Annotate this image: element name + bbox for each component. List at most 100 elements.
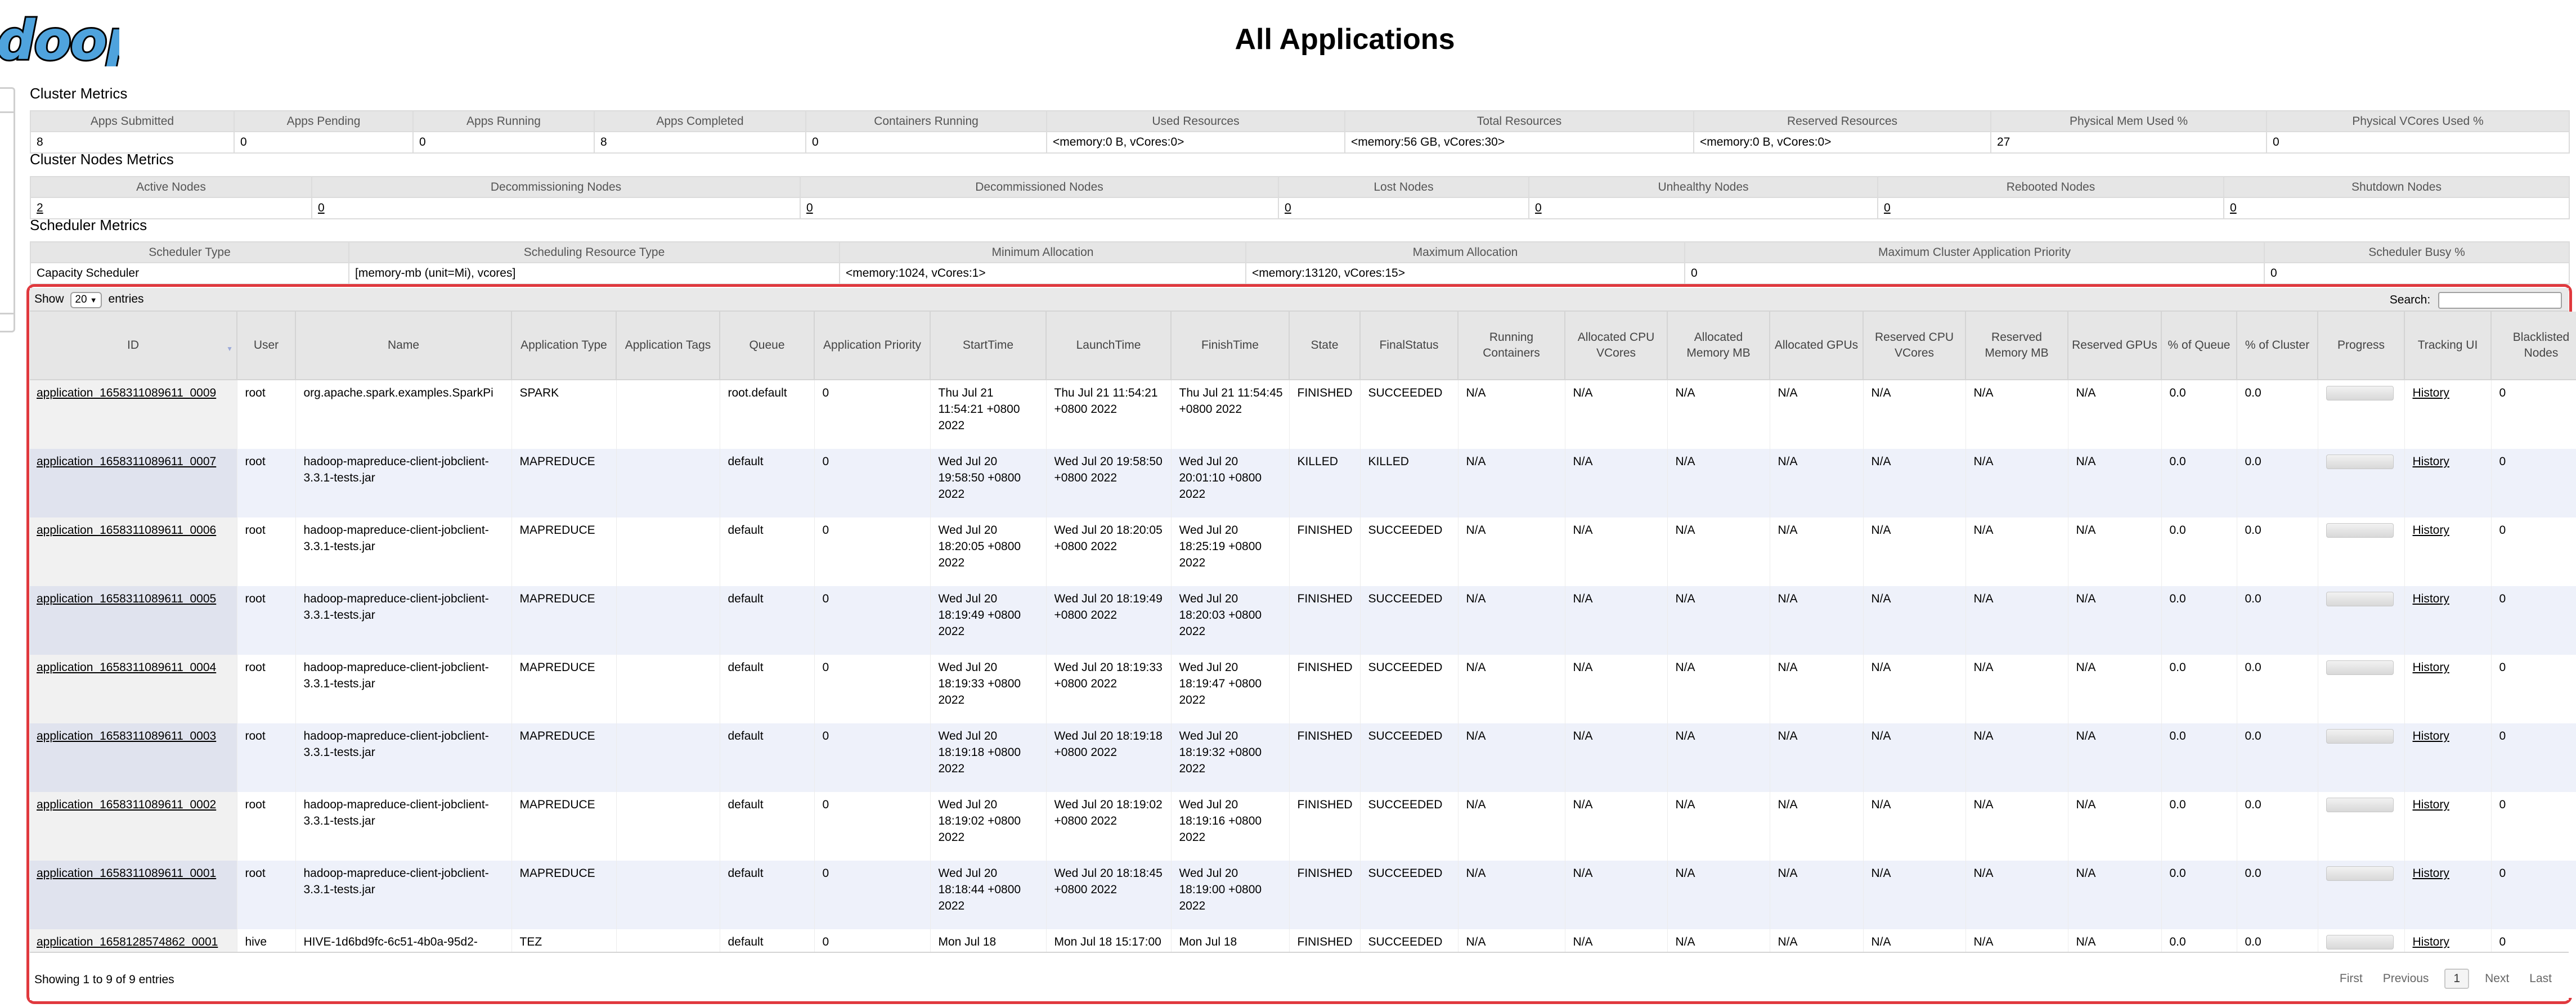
progress-bar — [2326, 386, 2394, 400]
cell-alloc-gpus: N/A — [1770, 861, 1864, 929]
search-input[interactable] — [2438, 292, 2562, 309]
next-page-button[interactable]: Next — [2485, 972, 2510, 985]
cell-tags — [616, 518, 720, 586]
column-header[interactable]: User — [237, 312, 296, 380]
column-header[interactable]: ID ▼ — [30, 312, 237, 380]
history-link[interactable]: History — [2412, 592, 2449, 605]
previous-page-button[interactable]: Previous — [2382, 972, 2429, 985]
history-link[interactable]: History — [2412, 867, 2449, 880]
cell-pct-cluster: 0.0 — [2237, 518, 2318, 586]
cell-running: N/A — [1458, 655, 1565, 723]
column-header[interactable]: Allocated GPUs — [1770, 312, 1864, 380]
column-header[interactable]: Application Priority — [814, 312, 931, 380]
cell-alloc-mem: N/A — [1667, 723, 1770, 792]
cluster-nodes-metric-value[interactable]: 0 — [2223, 197, 2570, 219]
cell-user: root — [237, 792, 296, 861]
cell-pct-queue: 0.0 — [2161, 449, 2237, 518]
cluster-metric-value: 0 — [234, 132, 414, 154]
column-header-label: Name — [387, 339, 420, 352]
cell-alloc-vcores: N/A — [1565, 586, 1668, 655]
cluster-nodes-metric-value[interactable]: 0 — [800, 197, 1279, 219]
column-header[interactable]: LaunchTime — [1046, 312, 1172, 380]
cell-user: root — [237, 380, 296, 449]
entries-select[interactable]: 20 ▼ — [70, 292, 102, 308]
application-id-link[interactable]: application_1658311089611_0004 — [30, 655, 237, 723]
cell-final: SUCCEEDED — [1360, 655, 1458, 723]
last-page-button[interactable]: Last — [2529, 972, 2552, 985]
column-header[interactable]: % of Queue — [2161, 312, 2237, 380]
column-header[interactable]: Name — [295, 312, 512, 380]
column-header[interactable]: State — [1289, 312, 1361, 380]
column-header[interactable]: Tracking UI — [2404, 312, 2492, 380]
first-page-button[interactable]: First — [2339, 972, 2363, 985]
column-header[interactable]: Queue — [720, 312, 815, 380]
applications-table: ID ▼ User Name Application Type Application T… — [30, 312, 2576, 998]
column-header-label: Allocated CPU VCores — [1577, 331, 1655, 359]
scheduler-metric-header: Scheduling Resource Type — [348, 241, 840, 263]
cell-pct-cluster: 0.0 — [2237, 792, 2318, 861]
application-id-link[interactable]: application_1658311089611_0001 — [30, 861, 237, 929]
cell-finish: Wed Jul 20 20:01:10 +0800 2022 — [1171, 449, 1290, 518]
cell-start: Wed Jul 20 18:19:33 +0800 2022 — [930, 655, 1047, 723]
history-link[interactable]: History — [2412, 798, 2449, 811]
cluster-nodes-metric-value[interactable]: 0 — [1877, 197, 2224, 219]
column-header[interactable]: StartTime — [930, 312, 1047, 380]
column-header[interactable]: Progress — [2318, 312, 2405, 380]
cell-alloc-gpus: N/A — [1770, 586, 1864, 655]
column-header-label: ID — [127, 339, 139, 352]
cell-state: FINISHED — [1289, 518, 1361, 586]
application-id-link[interactable]: application_1658311089611_0006 — [30, 518, 237, 586]
application-id-link[interactable]: application_1658311089611_0002 — [30, 792, 237, 861]
chevron-down-icon: ▼ — [89, 296, 97, 304]
cell-alloc-mem: N/A — [1667, 449, 1770, 518]
column-header-label: Reserved GPUs — [2072, 339, 2157, 352]
cluster-nodes-metric-value[interactable]: 0 — [1528, 197, 1878, 219]
application-id-link[interactable]: application_1658311089611_0009 — [30, 380, 237, 449]
column-header[interactable]: % of Cluster — [2237, 312, 2318, 380]
cell-running: N/A — [1458, 518, 1565, 586]
column-header[interactable]: Allocated CPU VCores — [1565, 312, 1668, 380]
cell-user: root — [237, 723, 296, 792]
scheduler-metric-value: <memory:13120, vCores:15> — [1245, 263, 1685, 285]
cluster-nodes-metric-value[interactable]: 0 — [311, 197, 801, 219]
cluster-nodes-metrics-title: Cluster Nodes Metrics — [30, 151, 174, 168]
cell-res-vcores: N/A — [1863, 586, 1966, 655]
cell-name: hadoop-mapreduce-client-jobclient-3.3.1-… — [295, 861, 512, 929]
application-id-link[interactable]: application_1658311089611_0005 — [30, 586, 237, 655]
cell-start: Thu Jul 21 11:54:21 +0800 2022 — [930, 380, 1047, 449]
cluster-metric-header: Apps Completed — [594, 110, 806, 132]
progress-bar — [2326, 798, 2394, 812]
history-link[interactable]: History — [2412, 730, 2449, 742]
cell-pct-queue: 0.0 — [2161, 723, 2237, 792]
column-header[interactable]: FinishTime — [1171, 312, 1290, 380]
cell-alloc-vcores: N/A — [1565, 380, 1668, 449]
column-header[interactable]: Application Type — [511, 312, 617, 380]
tracking-ui-cell: History — [2404, 861, 2492, 929]
cluster-metric-value: 0 — [805, 132, 1047, 154]
column-header[interactable]: Application Tags — [616, 312, 720, 380]
history-link[interactable]: History — [2412, 524, 2449, 537]
cluster-nodes-metric-value[interactable]: 0 — [1278, 197, 1529, 219]
history-link[interactable]: History — [2412, 661, 2449, 674]
cell-tags — [616, 723, 720, 792]
column-header[interactable]: FinalStatus — [1360, 312, 1458, 380]
history-link[interactable]: History — [2412, 455, 2449, 468]
hadoop-logo[interactable]: doop — [0, 15, 119, 66]
cell-res-vcores: N/A — [1863, 380, 1966, 449]
cluster-nodes-metric-value[interactable]: 2 — [30, 197, 312, 219]
history-link[interactable]: History — [2412, 935, 2449, 948]
column-header[interactable]: Reserved Memory MB — [1965, 312, 2068, 380]
current-page-button[interactable]: 1 — [2444, 969, 2470, 989]
history-link[interactable]: History — [2412, 386, 2449, 399]
cell-pct-queue: 0.0 — [2161, 792, 2237, 861]
column-header[interactable]: Reserved GPUs — [2068, 312, 2162, 380]
left-nav-panel[interactable] — [0, 87, 15, 332]
column-header[interactable]: Allocated Memory MB — [1667, 312, 1770, 380]
column-header[interactable]: Running Containers — [1458, 312, 1565, 380]
cell-blacklisted: 0 — [2491, 586, 2576, 655]
column-header[interactable]: Blacklisted Nodes — [2491, 312, 2576, 380]
column-header[interactable]: Reserved CPU VCores — [1863, 312, 1966, 380]
application-id-link[interactable]: application_1658311089611_0003 — [30, 723, 237, 792]
application-id-link[interactable]: application_1658311089611_0007 — [30, 449, 237, 518]
scheduler-metric-header: Maximum Cluster Application Priority — [1684, 241, 2265, 263]
